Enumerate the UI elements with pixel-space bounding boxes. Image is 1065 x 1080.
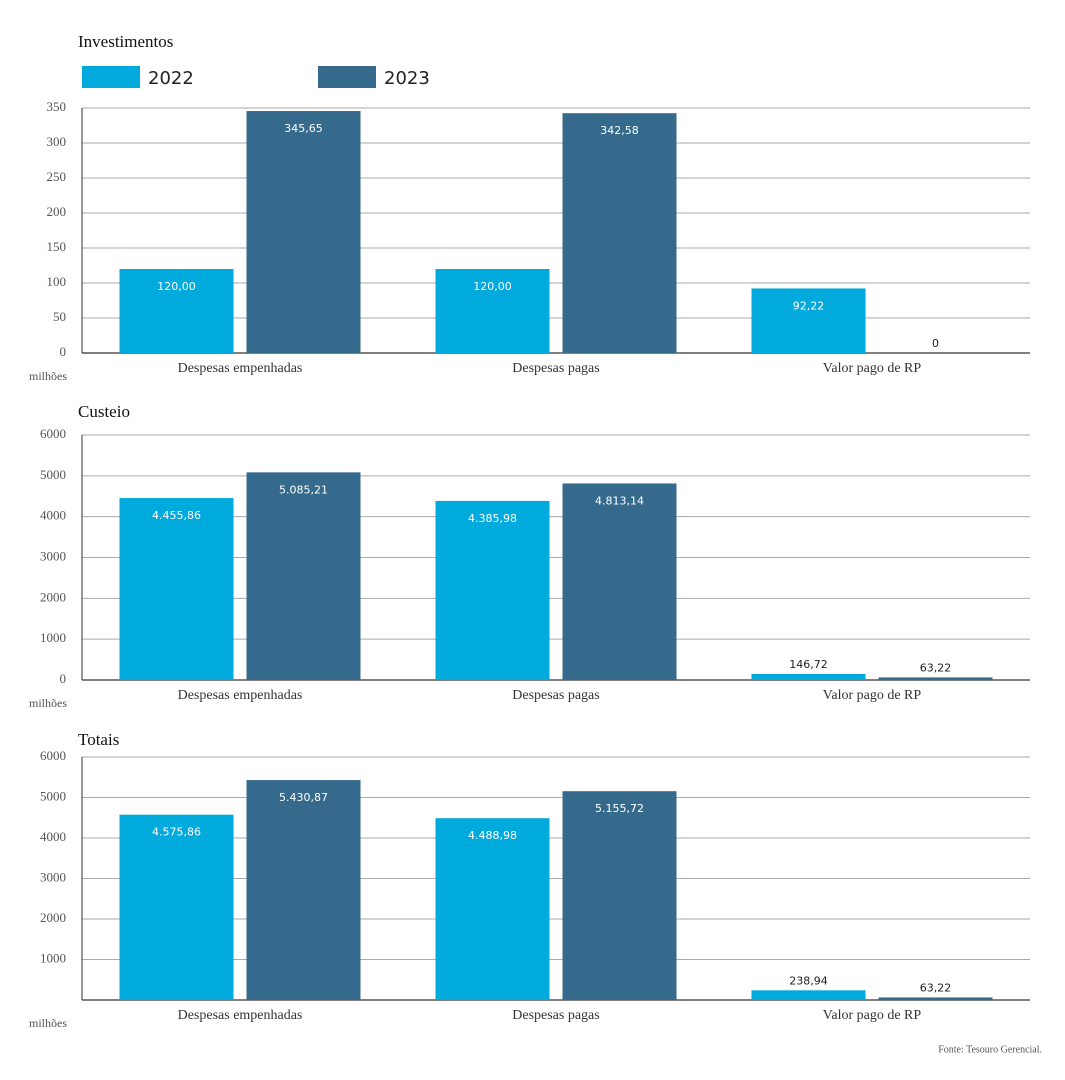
- x-tick-label: Despesas empenhadas: [178, 1008, 303, 1023]
- y-tick-label: 2000: [40, 910, 66, 925]
- legend-label: 2023: [384, 68, 430, 89]
- value-label: 4.575,86: [152, 826, 201, 839]
- y-tick-label: 100: [47, 274, 67, 289]
- y-tick-label: 5000: [40, 467, 66, 482]
- bar: [751, 288, 866, 353]
- value-label: 120,00: [157, 280, 196, 293]
- chart-title: Investimentos: [78, 32, 173, 51]
- y-unit: milhões: [29, 369, 67, 383]
- y-tick-label: 3000: [40, 869, 66, 884]
- legend-swatch: [318, 66, 376, 88]
- x-tick-label: Despesas pagas: [512, 688, 599, 703]
- y-tick-label: 4000: [40, 508, 66, 523]
- bar: [751, 674, 866, 680]
- bar: [119, 814, 234, 1000]
- value-label: 63,22: [920, 661, 952, 674]
- legend-label: 2022: [148, 68, 194, 89]
- value-label: 5.155,72: [595, 802, 644, 815]
- bar: [435, 269, 550, 353]
- value-label: 238,94: [789, 974, 828, 987]
- value-label: 345,65: [284, 122, 323, 135]
- value-label: 63,22: [920, 981, 952, 994]
- y-tick-label: 3000: [40, 548, 66, 563]
- bar: [878, 677, 993, 680]
- bar: [435, 818, 550, 1000]
- bar: [435, 500, 550, 680]
- value-label: 4.813,14: [595, 494, 644, 507]
- value-label: 4.455,86: [152, 509, 201, 522]
- value-label: 342,58: [600, 124, 639, 137]
- bar: [562, 791, 677, 1000]
- y-unit: milhões: [29, 696, 67, 710]
- bar: [119, 269, 234, 353]
- bar: [878, 997, 993, 1000]
- bar: [246, 111, 361, 353]
- y-tick-label: 4000: [40, 829, 66, 844]
- x-tick-label: Valor pago de RP: [823, 361, 922, 376]
- y-tick-label: 300: [47, 134, 67, 149]
- y-tick-label: 200: [47, 204, 67, 219]
- y-tick-label: 150: [47, 239, 67, 254]
- chart-title: Custeio: [78, 402, 130, 421]
- y-tick-label: 2000: [40, 589, 66, 604]
- y-tick-label: 6000: [40, 748, 66, 763]
- bar: [562, 113, 677, 353]
- y-unit: milhões: [29, 1016, 67, 1030]
- bar: [246, 472, 361, 680]
- value-label: 5.085,21: [279, 483, 328, 496]
- source: Fonte: Tesouro Gerencial.: [938, 1044, 1042, 1055]
- value-label: 5.430,87: [279, 791, 328, 804]
- y-tick-label: 6000: [40, 426, 66, 441]
- bar: [119, 498, 234, 680]
- chart-title: Totais: [78, 730, 119, 749]
- value-label: 0: [932, 337, 939, 350]
- x-tick-label: Valor pago de RP: [823, 1008, 922, 1023]
- x-tick-label: Despesas empenhadas: [178, 361, 303, 376]
- y-tick-label: 0: [60, 671, 67, 686]
- x-tick-label: Despesas pagas: [512, 361, 599, 376]
- x-tick-label: Despesas empenhadas: [178, 688, 303, 703]
- y-tick-label: 5000: [40, 788, 66, 803]
- bar: [562, 483, 677, 680]
- bar: [246, 780, 361, 1000]
- y-tick-label: 1000: [40, 630, 66, 645]
- value-label: 92,22: [793, 299, 825, 312]
- y-tick-label: 50: [53, 309, 66, 324]
- value-label: 4.488,98: [468, 829, 517, 842]
- value-label: 120,00: [473, 280, 512, 293]
- y-tick-label: 1000: [40, 950, 66, 965]
- bar: [751, 990, 866, 1000]
- y-tick-label: 250: [47, 169, 67, 184]
- value-label: 146,72: [789, 658, 828, 671]
- value-label: 4.385,98: [468, 512, 517, 525]
- y-tick-label: 0: [60, 344, 67, 359]
- y-tick-label: 350: [47, 99, 67, 114]
- legend-swatch: [82, 66, 140, 88]
- x-tick-label: Despesas pagas: [512, 1008, 599, 1023]
- x-tick-label: Valor pago de RP: [823, 688, 922, 703]
